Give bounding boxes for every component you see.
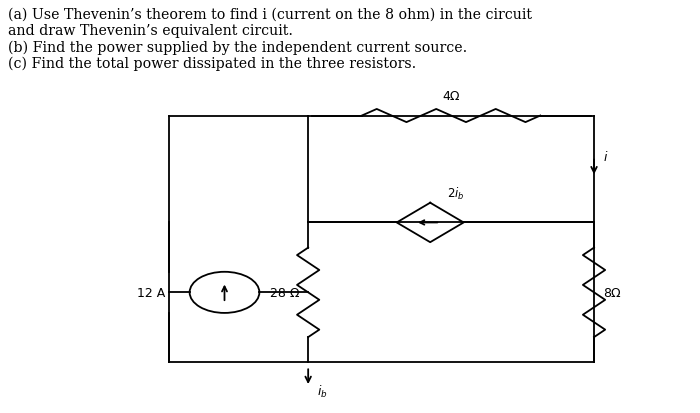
Text: 28 Ω: 28 Ω [270, 286, 300, 299]
Text: 2$i_b$: 2$i_b$ [447, 185, 465, 201]
Text: $i_b$: $i_b$ [317, 383, 328, 399]
Text: (c) Find the total power dissipated in the three resistors.: (c) Find the total power dissipated in t… [8, 57, 416, 71]
Text: (b) Find the power supplied by the independent current source.: (b) Find the power supplied by the indep… [8, 40, 468, 55]
Text: and draw Thevenin’s equivalent circuit.: and draw Thevenin’s equivalent circuit. [8, 24, 293, 38]
Text: 8Ω: 8Ω [603, 286, 621, 299]
Text: 4Ω: 4Ω [442, 90, 460, 103]
Text: (a) Use Thevenin’s theorem to find i (current on the 8 ohm) in the circuit: (a) Use Thevenin’s theorem to find i (cu… [8, 7, 533, 21]
Text: 12 A: 12 A [137, 286, 165, 299]
Text: i: i [603, 151, 607, 164]
